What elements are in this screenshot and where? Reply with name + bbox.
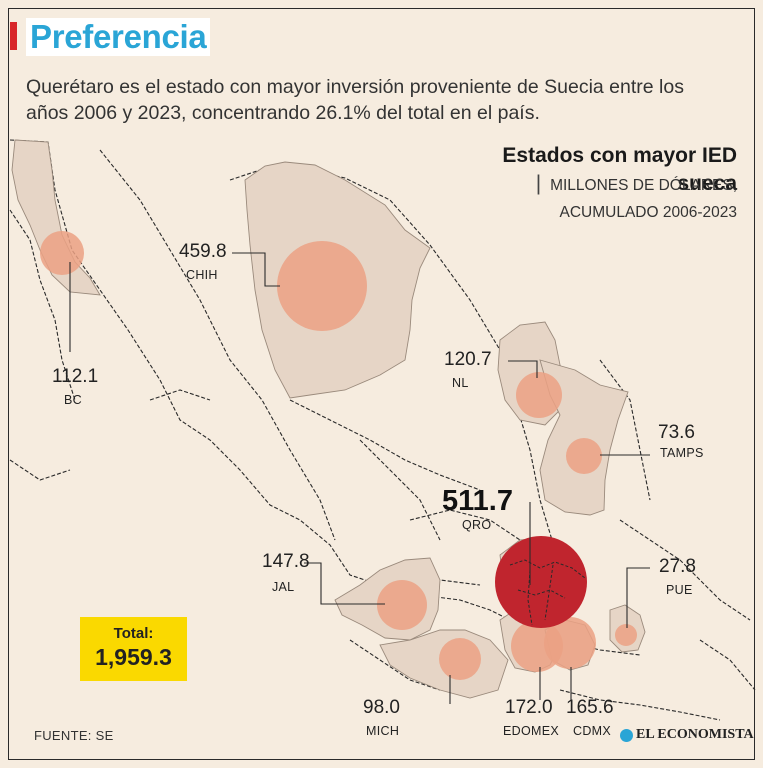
label-chih: CHIH <box>186 268 218 282</box>
bubble-cdmx <box>544 617 596 669</box>
brand-name: EL ECONOMISTA <box>636 727 754 742</box>
value-nl: 120.7 <box>444 349 492 370</box>
total-label: Total: <box>113 625 154 642</box>
bubble-jal <box>377 580 427 630</box>
value-cdmx: 165.6 <box>566 697 614 718</box>
bubble-chih <box>277 241 367 331</box>
subtitle: Querétaro es el estado con mayor inversi… <box>26 76 684 124</box>
total-value: 1,959.3 <box>95 644 172 670</box>
bubble-tamps <box>566 438 602 474</box>
map-title-separator: | <box>535 172 542 195</box>
page-title: Preferencia <box>26 18 211 56</box>
value-edomex: 172.0 <box>505 697 553 718</box>
map-title-period: ACUMULADO 2006-2023 <box>559 204 737 221</box>
value-pue: 27.8 <box>659 556 696 577</box>
label-cdmx: CDMX <box>573 724 612 738</box>
value-tamps: 73.6 <box>658 422 695 443</box>
value-bc: 112.1 <box>52 366 99 387</box>
bubble-qro <box>495 536 587 628</box>
map-title-bold: Estados con mayor IED sueca <box>502 144 737 195</box>
label-bc: BC <box>64 393 82 407</box>
map-title-unit-block: | MILLONES DE DÓLARES, ACUMULADO 2006-20… <box>533 170 737 226</box>
bubble-bc <box>40 231 84 275</box>
leader-lines <box>69 252 650 704</box>
label-edomex: EDOMEX <box>503 724 559 738</box>
bubble-nl <box>516 372 562 418</box>
value-jal: 147.8 <box>262 551 310 572</box>
brand: EL ECONOMISTA <box>620 727 754 743</box>
map-title-unit: MILLONES DE DÓLARES, <box>550 177 737 194</box>
value-mich: 98.0 <box>363 697 400 718</box>
source-note: FUENTE: SE <box>34 728 114 743</box>
bubbles <box>40 231 637 680</box>
value-chih: 459.8 <box>179 241 227 262</box>
map-title: Estados con mayor IED sueca <box>497 142 737 198</box>
bubble-mich <box>439 638 481 680</box>
bubble-pue <box>615 624 637 646</box>
qro-inner-borders <box>509 559 586 626</box>
title-accent-bar <box>10 22 17 50</box>
label-tamps: TAMPS <box>660 446 704 460</box>
label-mich: MICH <box>366 724 400 738</box>
label-pue: PUE <box>666 583 693 597</box>
label-qro: QRO <box>462 518 492 532</box>
label-jal: JAL <box>272 580 295 594</box>
label-nl: NL <box>452 376 469 390</box>
brand-logo-icon <box>620 728 633 742</box>
value-qro: 511.7 <box>442 485 513 517</box>
total-box: Total: 1,959.3 <box>80 617 187 681</box>
